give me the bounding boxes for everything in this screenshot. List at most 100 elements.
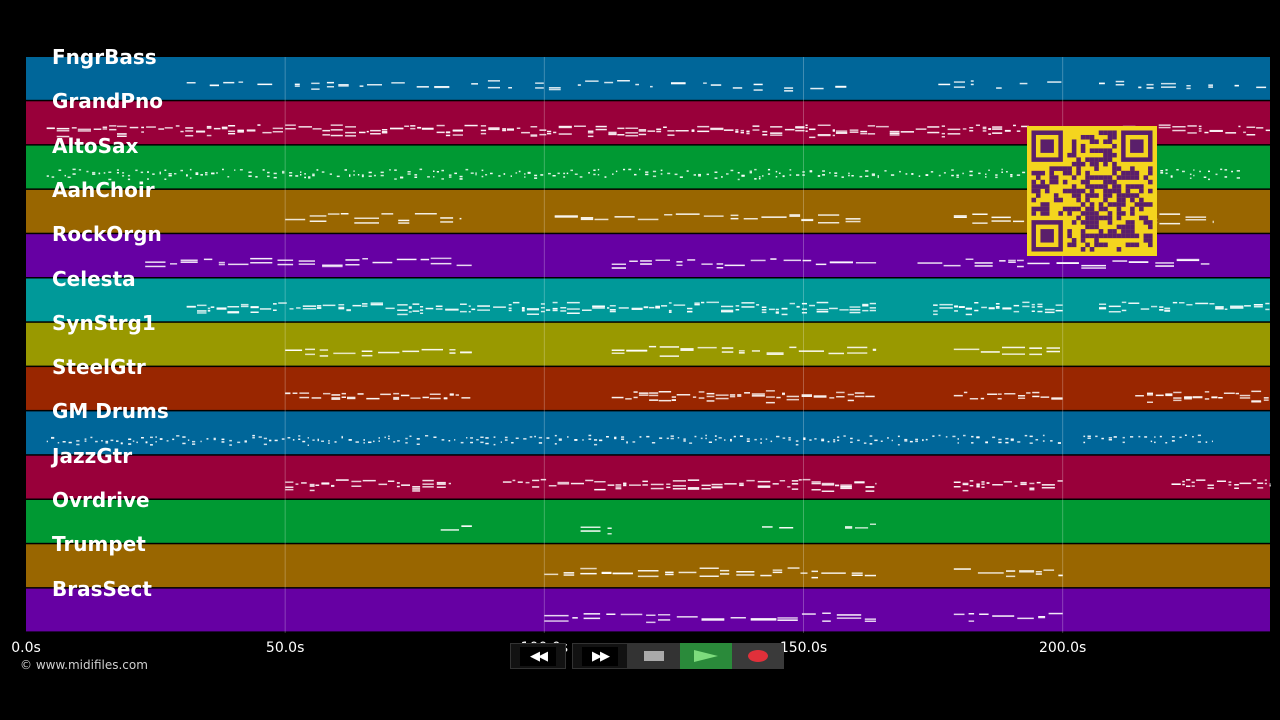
note [1138,435,1141,438]
note [781,313,788,316]
note [721,305,734,308]
track-lane[interactable] [26,278,1270,322]
note [405,437,408,440]
note [754,178,757,180]
note [504,436,508,439]
note [394,169,397,171]
note [327,213,340,215]
note [398,219,410,222]
track-lane[interactable] [26,367,1270,410]
note [422,479,434,482]
note [1218,397,1223,399]
note [471,308,476,311]
note [330,124,343,126]
note [962,482,969,485]
note [947,133,961,135]
note [548,485,557,487]
note [932,435,935,437]
record-button[interactable] [732,643,784,669]
note [678,571,697,574]
note [1037,310,1043,313]
note [238,81,244,83]
note [410,397,421,399]
note [789,169,792,171]
note [869,307,876,309]
note [378,351,400,354]
note [540,174,544,176]
note [612,572,633,575]
track-lane[interactable] [26,588,1270,632]
note [621,436,625,438]
note [837,436,840,438]
note [649,394,659,397]
note [730,217,739,220]
note [827,440,830,443]
play-button[interactable] [680,643,732,669]
note [441,439,445,441]
track-lane[interactable] [26,500,1270,543]
note [1095,435,1098,438]
note [594,443,598,446]
note [998,438,1002,441]
note [206,438,209,440]
rewind-button[interactable]: ◀◀ [510,643,566,669]
note [180,130,184,133]
note [56,130,70,132]
track-lane[interactable] [26,57,1270,100]
note [228,132,236,135]
note [1046,347,1060,349]
track-lane[interactable] [26,455,1270,499]
note [736,571,755,573]
note [400,394,410,397]
note [299,392,310,394]
note [992,132,1003,134]
note [240,305,249,308]
note [309,215,327,217]
note [316,305,322,307]
track-lane[interactable] [26,544,1270,588]
note [105,442,109,444]
note [1042,434,1045,437]
note [344,169,347,171]
note [675,213,700,215]
track-lane[interactable] [26,411,1270,455]
note [658,614,671,616]
note [718,437,722,439]
note [1236,170,1240,172]
note [592,307,605,309]
note [758,177,761,180]
track-label: BrasSect [52,576,152,601]
note [1013,304,1020,307]
note [185,135,194,137]
note [92,171,96,174]
note [504,439,508,441]
note [954,305,958,307]
note [710,84,722,86]
note [544,573,559,576]
note [1200,263,1210,265]
note [216,307,227,309]
note [1108,305,1121,308]
track-lane[interactable] [26,322,1270,366]
note [526,308,539,310]
note [195,173,199,175]
note [583,613,601,615]
note [772,571,783,574]
note [666,483,671,485]
fast-forward-button[interactable]: ▶▶ [572,643,628,669]
note [579,176,583,178]
note [1251,401,1262,403]
note [953,216,967,218]
stop-button[interactable] [628,643,680,669]
note [189,168,192,171]
note [1055,309,1063,312]
note [186,174,188,176]
note [335,479,349,481]
note [407,171,411,173]
note [86,170,89,173]
note [840,487,852,490]
note [968,613,975,615]
note [440,529,459,531]
note [811,570,818,573]
